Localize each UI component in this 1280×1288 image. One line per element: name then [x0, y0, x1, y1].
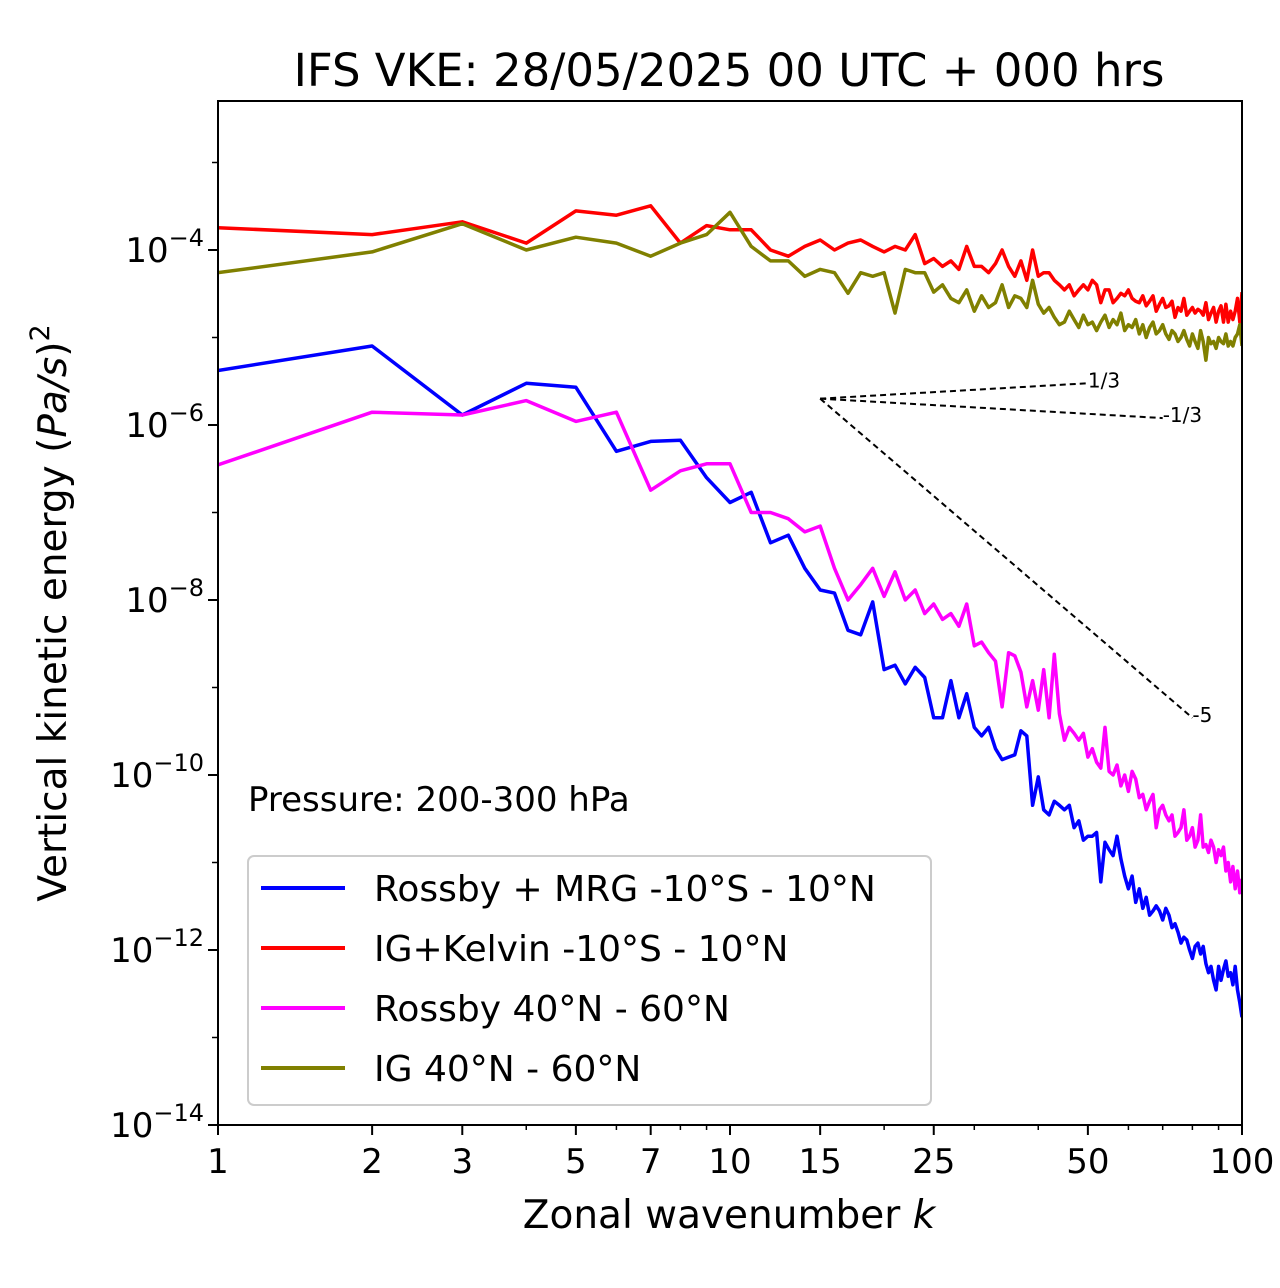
series-line-3: [218, 398, 1242, 895]
y-tick-label: 10−6: [125, 399, 204, 446]
y-tick-label: 10−8: [125, 574, 204, 621]
x-tick-label: 3: [451, 1142, 473, 1182]
series-line-1: [218, 344, 1242, 1018]
y-axis-label-text: Vertical kinetic energy (: [31, 438, 76, 902]
y-tick-label: 10−4: [125, 224, 204, 271]
slope-label-2: -1/3: [1163, 403, 1202, 427]
chart-title: IFS VKE: 28/05/2025 00 UTC + 000 hrs: [294, 44, 1165, 97]
legend-label-1: Rossby + MRG -10°S - 10°N: [374, 869, 876, 910]
y-tick-label: 10−10: [110, 749, 204, 796]
legend: Rossby + MRG -10°S - 10°N IG+Kelvin -10°S…: [247, 855, 932, 1106]
y-axis-label-variable: Pa/s: [31, 357, 76, 438]
y-axis-label: Vertical kinetic energy (Pa/s)2: [25, 324, 76, 901]
legend-box: [247, 855, 932, 1106]
y-axis-label-exponent: 2: [25, 324, 56, 341]
slope-line-2: [820, 397, 1163, 420]
y-axis: 10−4 10−6 10−8 10−10 10−12 10−14: [110, 161, 218, 1146]
legend-label-4: IG 40°N - 60°N: [374, 1049, 641, 1090]
x-axis-label-text: Zonal wavenumber: [523, 1193, 913, 1238]
slope-line-1: [820, 382, 1088, 400]
slope-line-3: [819, 397, 1194, 719]
slope-label-1: 1/3: [1088, 368, 1120, 392]
y-tick-label: 10−14: [110, 1099, 204, 1146]
x-tick-label: 15: [799, 1142, 842, 1182]
x-tick-label: 10: [708, 1142, 751, 1182]
series-layer: [218, 204, 1242, 1018]
x-axis: 1 2 3 5 7 10 15 25 50 100: [207, 1125, 1274, 1182]
y-tick-label: 10−12: [110, 924, 204, 971]
plot-area: 1/3 -1/3 -5: [218, 204, 1242, 1018]
x-tick-label: 7: [640, 1142, 662, 1182]
x-tick-label: 50: [1066, 1142, 1109, 1182]
x-tick-label: 100: [1210, 1142, 1275, 1182]
series-line-2: [218, 204, 1242, 324]
x-tick-label: 25: [912, 1142, 955, 1182]
y-axis-label-close: ): [31, 342, 76, 357]
legend-label-3: Rossby 40°N - 60°N: [374, 989, 730, 1030]
x-tick-label: 1: [207, 1142, 229, 1182]
x-tick-label: 5: [565, 1142, 587, 1182]
slope-label-3: -5: [1192, 703, 1212, 727]
x-axis-label: Zonal wavenumber k: [523, 1193, 937, 1238]
x-axis-label-variable: k: [913, 1193, 937, 1238]
series-line-4: [218, 210, 1242, 362]
pressure-annotation: Pressure: 200-300 hPa: [248, 780, 630, 820]
x-tick-label: 2: [361, 1142, 383, 1182]
legend-label-2: IG+Kelvin -10°S - 10°N: [374, 929, 788, 970]
reference-slope-lines: 1/3 -1/3 -5: [819, 368, 1212, 727]
